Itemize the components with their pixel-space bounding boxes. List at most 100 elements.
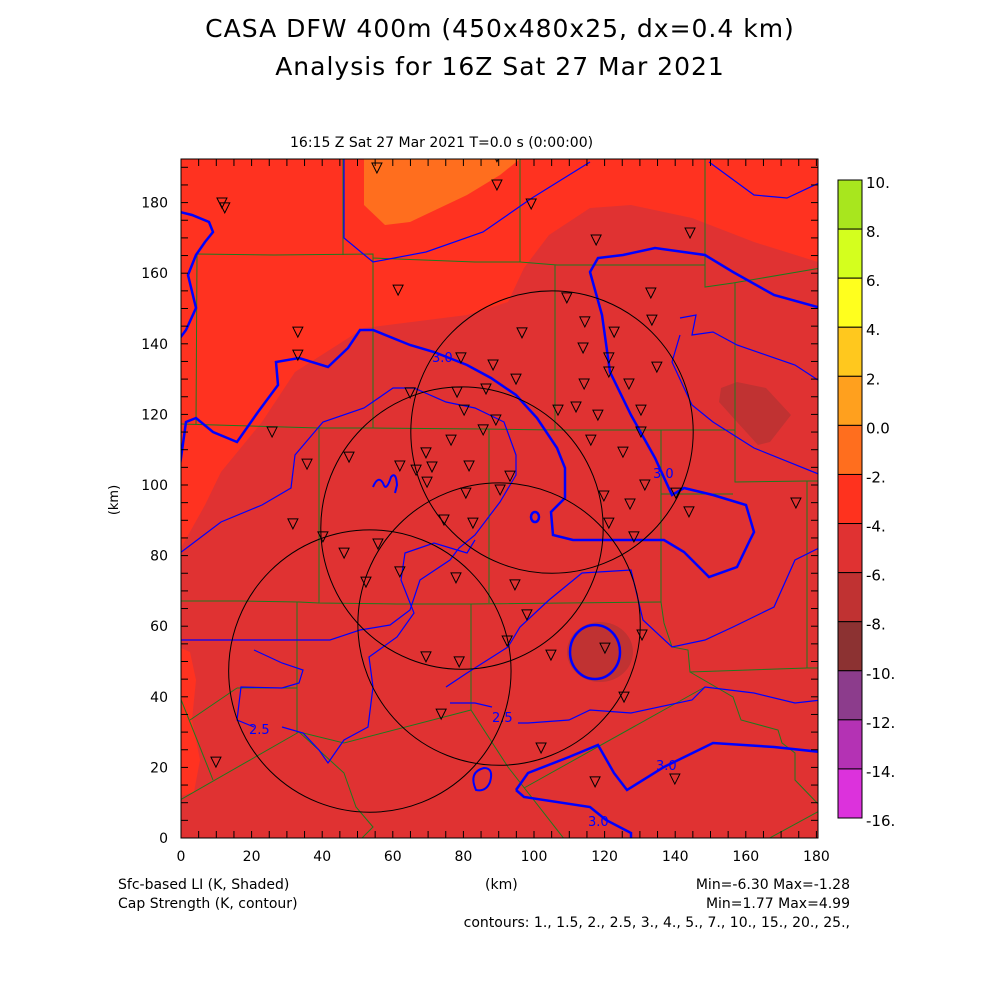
station-marker xyxy=(509,579,521,592)
colorbar: 10. 8. 6. 4. 2. 0.0 -2. -4. -6. -8. -10. -12. -14. -1… xyxy=(837,174,895,830)
station-marker xyxy=(455,352,467,365)
radar-range-ring xyxy=(410,290,694,574)
shade-neg4-neg2 xyxy=(181,159,818,548)
station-marker xyxy=(501,635,513,648)
station-marker xyxy=(599,642,611,655)
station-marker xyxy=(608,326,620,339)
colorbar-label: 8. xyxy=(866,223,880,241)
y-tick-label: 100 xyxy=(141,478,168,494)
station-marker xyxy=(623,378,635,391)
station-marker xyxy=(670,487,682,500)
colorbar-label: -12. xyxy=(866,714,895,732)
station-marker xyxy=(570,401,582,414)
x-tick-label: 120 xyxy=(591,849,618,865)
station-marker xyxy=(578,378,590,391)
shade-neg4-neg2-strip xyxy=(181,648,200,796)
station-marker xyxy=(577,342,589,355)
station-marker xyxy=(421,476,433,489)
contour-minmax: Min=1.77 Max=4.99 xyxy=(705,896,850,912)
shade-neg8-neg6-east xyxy=(719,382,791,445)
cap-strength-contours xyxy=(181,159,818,838)
radar-range-ring xyxy=(228,529,512,813)
station-marker xyxy=(589,776,601,788)
colorbar-label: -8. xyxy=(866,616,886,634)
x-tick-labels: 0 20 40 60 80 100 120 140 160 180 xyxy=(177,849,830,865)
station-marker xyxy=(451,386,463,399)
y-tick-label: 20 xyxy=(150,760,168,776)
station-marker xyxy=(525,198,537,211)
station-marker xyxy=(218,202,231,215)
colorbar-label: 10. xyxy=(866,174,890,192)
station-marker xyxy=(372,538,384,551)
station-marker xyxy=(487,359,499,372)
colorbar-swatch xyxy=(837,523,863,574)
station-marker xyxy=(435,708,447,721)
contour-label: 3.0 xyxy=(432,351,453,366)
contour-levels: contours: 1., 1.5, 2., 2.5, 3., 4., 5., … xyxy=(463,915,850,931)
station-marker xyxy=(669,773,681,786)
colorbar-label: 4. xyxy=(866,321,880,339)
station-marker xyxy=(287,518,299,530)
x-tick-label: 60 xyxy=(384,849,402,865)
station-marker xyxy=(404,387,416,399)
station-marker xyxy=(636,629,648,642)
y-tick-label: 160 xyxy=(141,266,168,282)
radar-range-ring xyxy=(357,482,641,766)
station-marker xyxy=(603,366,615,379)
colorbar-swatch xyxy=(837,326,863,377)
station-marker xyxy=(426,461,438,474)
colorbar-label: -16. xyxy=(866,812,895,830)
colorbar-swatch xyxy=(837,228,863,279)
axis-ticks xyxy=(180,159,818,839)
station-marker xyxy=(504,470,516,483)
plot-frame xyxy=(180,158,819,839)
y-tick-label: 140 xyxy=(141,337,168,353)
station-marker xyxy=(683,506,695,518)
contour-label: 3.0 xyxy=(656,759,677,774)
station-marker xyxy=(392,284,404,297)
station-marker xyxy=(590,234,602,247)
title-line-2: Analysis for 16Z Sat 27 Mar 2021 xyxy=(275,52,725,81)
station-marker xyxy=(603,517,615,530)
station-marker xyxy=(394,460,406,473)
radar-range-rings xyxy=(228,290,694,813)
shade-neg2-0 xyxy=(364,159,520,225)
station-marker xyxy=(460,487,472,500)
contour-label: 3.0 xyxy=(588,815,609,830)
colorbar-swatch xyxy=(837,375,863,426)
contour-label: 3.0 xyxy=(653,467,674,482)
contour-field-label: Cap Strength (K, contour) xyxy=(118,896,298,912)
colorbar-swatch xyxy=(837,473,863,525)
station-marker xyxy=(585,434,597,447)
station-marker xyxy=(545,649,557,662)
station-marker xyxy=(292,349,304,362)
colorbar-label: -10. xyxy=(866,665,895,683)
station-marker xyxy=(410,464,422,477)
colorbar-label: -2. xyxy=(866,468,886,486)
x-tick-label: 80 xyxy=(454,849,472,865)
plot-subtitle: 16:15 Z Sat 27 Mar 2021 T=0.0 s (0:00:00… xyxy=(290,135,594,151)
station-marker xyxy=(292,326,304,339)
colorbar-swatch xyxy=(837,424,863,475)
station-marker xyxy=(521,609,533,622)
colorbar-swatch xyxy=(837,621,863,672)
station-marker xyxy=(494,484,506,497)
x-axis-label: (km) xyxy=(485,877,518,893)
station-marker xyxy=(394,566,406,578)
contour-labels: 3.0 3.0 2.5 2.5 3.0 3.0 xyxy=(249,351,677,830)
station-marker xyxy=(535,742,547,755)
station-marker xyxy=(450,572,462,584)
y-tick-label: 60 xyxy=(150,619,168,635)
colorbar-label: -4. xyxy=(866,518,886,536)
station-marker xyxy=(635,404,647,417)
station-marker xyxy=(477,424,489,437)
station-marker xyxy=(210,756,222,769)
station-marker xyxy=(343,451,355,464)
y-tick-label: 0 xyxy=(159,831,168,847)
station-marker xyxy=(516,327,528,339)
shaded-field-label: Sfc-based LI (K, Shaded) xyxy=(118,877,290,893)
station-marker xyxy=(360,576,372,589)
station-marker xyxy=(438,514,450,527)
y-tick-label: 80 xyxy=(150,549,168,565)
